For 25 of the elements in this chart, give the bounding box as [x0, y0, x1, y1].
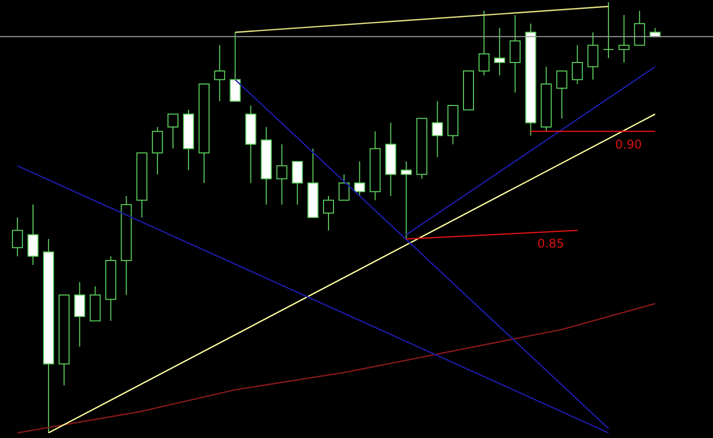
- candlestick: [323, 195, 334, 231]
- candlestick: [214, 44, 226, 102]
- candlestick: [572, 44, 583, 84]
- candlestick: [634, 10, 646, 46]
- candlestick: [167, 114, 178, 150]
- candlestick: [152, 126, 163, 175]
- candlestick: [27, 204, 38, 266]
- candlestick: [432, 100, 443, 158]
- candlestick: [354, 161, 366, 196]
- candlestick: [587, 32, 598, 80]
- candlestick: [338, 174, 350, 201]
- candlestick: [510, 14, 521, 94]
- candlestick: [400, 161, 412, 240]
- series-label: 0.85: [537, 236, 564, 250]
- candlestick: [74, 282, 86, 348]
- candlestick: [12, 216, 23, 257]
- candlestick: [276, 144, 288, 206]
- candlestick: [292, 161, 303, 206]
- candlestick: [478, 10, 490, 76]
- candlestick: [494, 27, 506, 76]
- candlestick: [556, 70, 568, 119]
- candlestick: [618, 14, 630, 63]
- candlestick: [230, 32, 241, 102]
- candlestick: [602, 2, 614, 59]
- series-label: 0.90: [615, 137, 642, 152]
